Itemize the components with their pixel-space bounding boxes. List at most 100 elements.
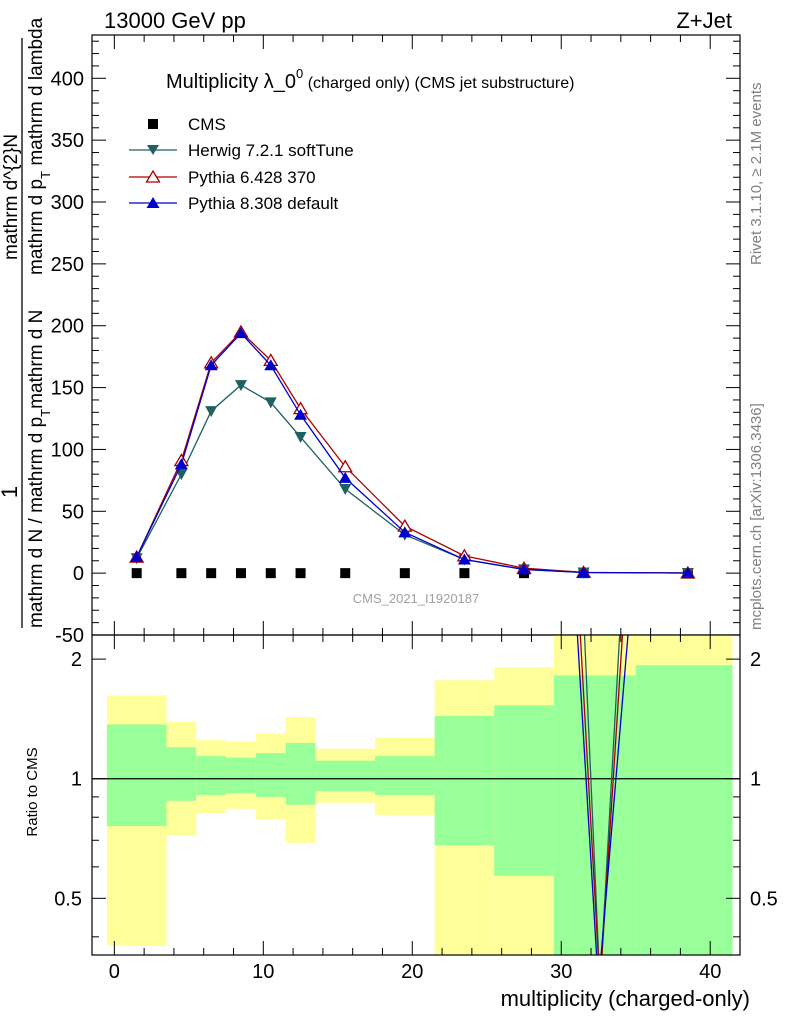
- cms-data-point: [295, 568, 306, 579]
- main-y-label: 1 mathrm d N / mathrm d pTmathrm d N mat…: [0, 17, 53, 628]
- ratio-line: [576, 635, 629, 955]
- ratio-x-tick-label: 40: [699, 961, 721, 983]
- ratio-y-ticks: 0.5 0.5 1 1 2 2: [54, 649, 778, 938]
- legend-label-cms: CMS: [188, 115, 226, 134]
- pythia8-data-point: [204, 359, 218, 371]
- y-label-numerator-den-tail: mathrm d lambda: [26, 17, 47, 171]
- pythia8-data-point: [577, 566, 591, 578]
- ratio-band-inner: [196, 756, 227, 795]
- ratio-y-tick-label-right: 2: [750, 649, 761, 671]
- pythia8-data-point: [398, 526, 412, 538]
- ratio-lines: [576, 635, 629, 955]
- rivet-label: Rivet 3.1.10, ≥ 2.1M events: [748, 83, 765, 266]
- ratio-band-inner: [494, 705, 554, 876]
- pythia8-data-point: [294, 408, 308, 420]
- ratio-x-tick-label: 20: [401, 961, 423, 983]
- main-y-tick-label: 250: [51, 254, 84, 276]
- legend-entry-herwig: Herwig 7.2.1 softTune: [129, 141, 354, 160]
- series-line: [136, 384, 688, 574]
- energy-label: 13000 GeV pp: [104, 8, 246, 33]
- main-title-text: Multiplicity λ_0: [166, 71, 296, 93]
- herwig-data-point: [234, 380, 247, 392]
- legend-label-pythia6: Pythia 6.428 370: [188, 168, 316, 187]
- x-axis-label: multiplicity (charged-only): [501, 986, 750, 1011]
- ratio-x-tick-label: 30: [550, 961, 572, 983]
- ratio-line: [583, 635, 621, 955]
- main-y-ticks: -50 0 50 100 150 200 250 300 350 400: [51, 40, 740, 647]
- legend-marker-herwig: [147, 145, 159, 155]
- series-line: [136, 330, 688, 574]
- series-line: [136, 332, 688, 574]
- ratio-band-inner: [226, 757, 256, 794]
- legend-entry-pythia8: Pythia 8.308 default: [129, 194, 339, 213]
- legend-label-herwig: Herwig 7.2.1 softTune: [188, 141, 354, 160]
- main-y-tick-label: 100: [51, 439, 84, 461]
- main-y-tick-label: 50: [62, 501, 84, 523]
- ratio-y-tick-label-right: 0.5: [750, 888, 778, 910]
- ratio-y-tick-label: 0.5: [54, 888, 82, 910]
- ratio-bands: [106, 635, 733, 955]
- legend-entry-pythia6: Pythia 6.428 370: [129, 168, 316, 187]
- pythia6-data-point: [337, 459, 353, 473]
- legend-label-pythia8: Pythia 8.308 default: [188, 194, 339, 213]
- pythia8-data-point: [338, 471, 352, 483]
- legend: CMS Herwig 7.2.1 softTune Pythia 6.428 3…: [129, 115, 354, 213]
- main-y-tick-label: 350: [51, 130, 84, 152]
- ratio-band-inner: [285, 742, 316, 805]
- ratio-y-tick-label: 1: [71, 769, 82, 791]
- main-series: [129, 324, 696, 580]
- main-title-sup: 0: [296, 66, 303, 81]
- main-title: Multiplicity λ_00 (charged only) (CMS je…: [166, 66, 574, 93]
- pythia8-data-point: [517, 563, 531, 575]
- cms-data-point: [131, 568, 142, 579]
- pythia8-data-point: [457, 553, 471, 565]
- main-y-tick-label: 300: [51, 192, 84, 214]
- y-label-denominator: mathrm d N / mathrm d pTmathrm d N: [26, 310, 53, 628]
- main-y-tick-label: 200: [51, 316, 84, 338]
- cms-data-point: [265, 568, 276, 579]
- legend-marker-cms: [148, 119, 158, 129]
- y-label-denominator-main: mathrm d N / mathrm d p: [26, 417, 47, 628]
- y-label-numerator-den: mathrm d pT mathrm d lambda: [26, 17, 53, 275]
- ratio-band-inner: [106, 724, 167, 827]
- ratio-y-label: Ratio to CMS: [24, 747, 41, 836]
- analysis-watermark: CMS_2021_I1920187: [353, 591, 480, 606]
- cms-data-point: [206, 568, 217, 579]
- pythia8-data-point: [174, 458, 188, 470]
- ratio-band-inner: [375, 756, 435, 795]
- cms-data-point: [235, 568, 246, 579]
- pythia8-data-point: [130, 551, 144, 563]
- ratio-band-inner: [434, 715, 495, 846]
- pythia8-data-point: [681, 567, 695, 579]
- ratio-band-inner: [315, 760, 376, 792]
- main-y-tick-label: 150: [51, 378, 84, 400]
- main-title-rest: (charged only) (CMS jet substructure): [303, 75, 574, 92]
- legend-entry-cms: CMS: [148, 115, 226, 134]
- y-label-denominator-tail: mathrm d N: [26, 310, 47, 409]
- y-label-numerator: mathrm d^{2}N: [1, 134, 22, 260]
- y-label-numerator-den-main: mathrm d p: [26, 179, 47, 275]
- ratio-y-tick-label-right: 1: [750, 769, 761, 791]
- ratio-line: [579, 635, 624, 955]
- main-y-tick-label: 400: [51, 68, 84, 90]
- ratio-y-tick-label: 2: [71, 649, 82, 671]
- ratio-x-tick-label: 10: [252, 961, 274, 983]
- ratio-band-inner: [166, 747, 197, 801]
- mcplots-label: mcplots.cern.ch [arXiv:1306.3436]: [748, 403, 765, 630]
- cms-data-point: [459, 568, 470, 579]
- pythia8-data-point: [264, 359, 278, 371]
- main-y-tick-label: -50: [55, 625, 84, 647]
- process-label: Z+Jet: [676, 8, 732, 33]
- ratio-band-inner: [553, 675, 636, 955]
- legend-marker-pythia6: [145, 169, 161, 183]
- y-label-one: 1: [0, 486, 22, 498]
- cms-data-point: [176, 568, 187, 579]
- ratio-panel: 0.5 0.5 1 1 2 2 0 10 20 30 40 Ratio to CMS multip…: [24, 634, 778, 1011]
- ratio-x-ticks: 0 10 20 30 40: [109, 635, 741, 983]
- herwig-data-point: [264, 397, 277, 409]
- herwig-data-point: [294, 432, 307, 444]
- cms-data-point: [340, 568, 351, 579]
- main-panel: -50 0 50 100 150 200 250 300 350 400 Multiplicity…: [0, 17, 741, 647]
- pythia8-data-point: [234, 327, 248, 339]
